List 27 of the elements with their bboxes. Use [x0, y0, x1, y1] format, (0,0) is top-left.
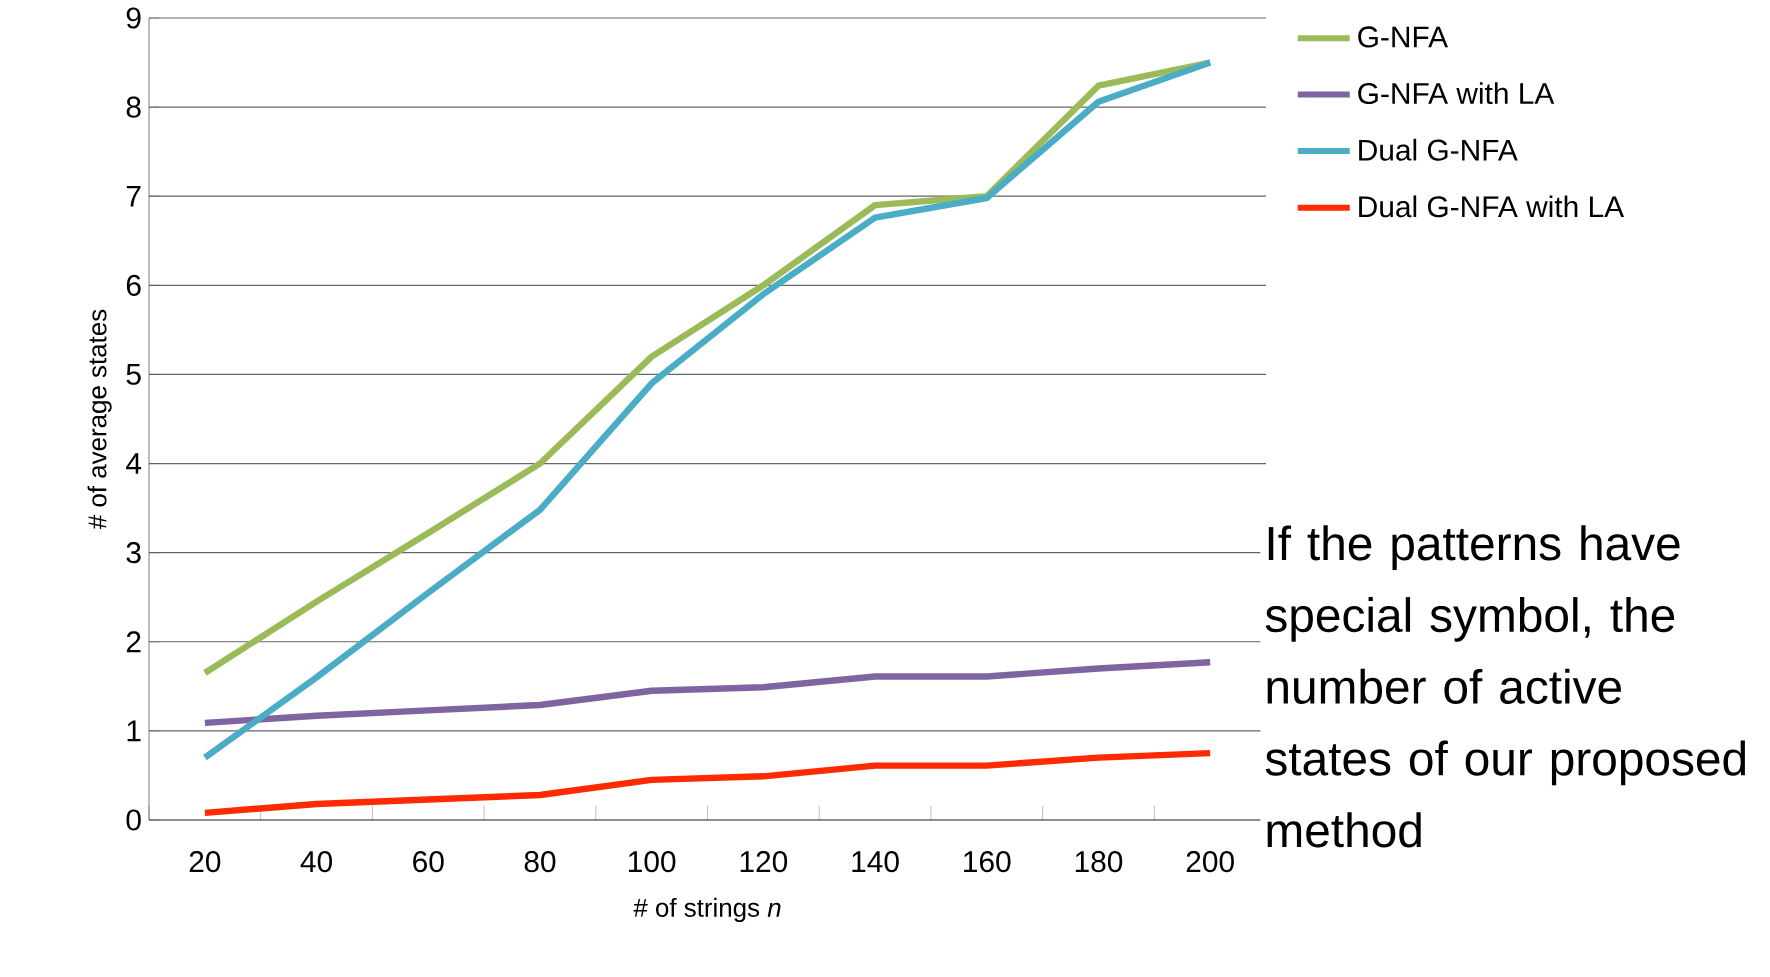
y-tick-label: 7 — [126, 185, 141, 207]
x-tick-label: 100 — [629, 851, 676, 873]
y-tick-label: 2 — [126, 631, 141, 653]
x-tick-label: 180 — [1075, 851, 1123, 873]
x-tick-label: 120 — [740, 851, 788, 873]
x-axis-title: # of strings n — [633, 897, 781, 923]
legend-label: Dual G-NFA — [1359, 138, 1518, 161]
y-tick-label: 4 — [126, 453, 142, 474]
y-tick-label: 5 — [126, 364, 141, 385]
y-tick-label: 1 — [127, 720, 141, 742]
legend-label: G-NFA with LA — [1358, 82, 1555, 105]
x-tick-label: 40 — [300, 851, 332, 873]
legend-label: Dual G-NFA with LA — [1359, 195, 1625, 218]
x-tick-label: 200 — [1186, 851, 1234, 873]
y-tick-label: 0 — [126, 809, 141, 831]
y-tick-label: 8 — [126, 96, 141, 118]
y-tick-label: 6 — [126, 274, 141, 296]
y-tick-label: 3 — [126, 542, 141, 564]
x-tick-label: 160 — [964, 851, 1011, 873]
x-tick-label: 80 — [524, 851, 556, 873]
y-tick-label: 9 — [126, 7, 141, 29]
x-tick-label: 20 — [189, 851, 221, 873]
x-tick-label: 140 — [852, 851, 899, 873]
y-axis-title: # of average states — [87, 309, 112, 530]
legend-label: G-NFA — [1358, 26, 1449, 48]
x-tick-label: 60 — [413, 851, 444, 873]
annotation: If the patterns have special symbol, the number of active states of our proposed method — [1265, 525, 1746, 848]
